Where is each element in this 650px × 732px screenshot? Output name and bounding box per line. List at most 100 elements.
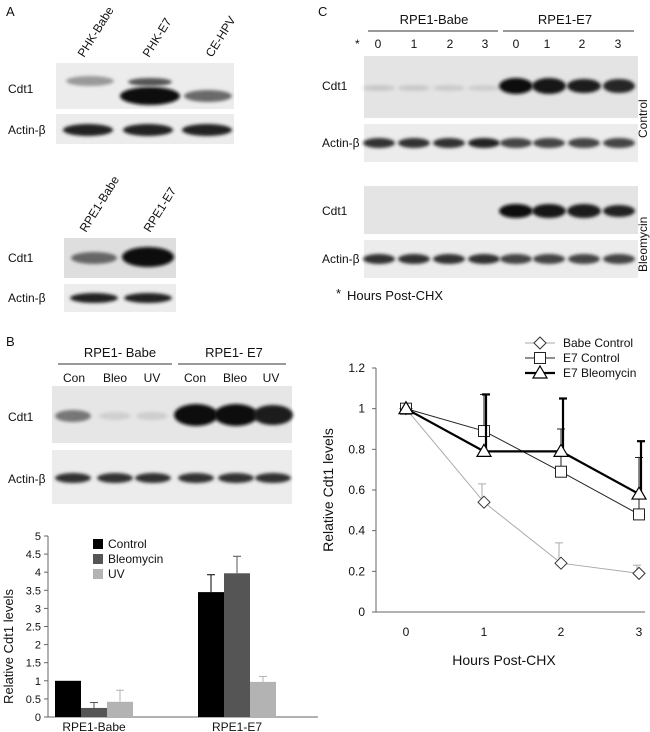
x-tick-label: RPE1-Babe (62, 720, 126, 732)
marker-triangle (531, 364, 549, 379)
row-label-actin-c-bleo: Actin-β (322, 252, 360, 266)
band (533, 254, 565, 264)
hour-label: 3 (615, 37, 622, 51)
line-chart: 0 0.2 0.4 0.6 0.8 1 1.2 0 1 2 3 Hours Post-CHX Relat… (320, 336, 648, 668)
marker-triangle (552, 443, 570, 457)
band (123, 124, 173, 136)
lane-label-phk-babe: PHK-Babe (75, 4, 117, 60)
group-label-rpe1-e7-b: RPE1- E7 (205, 345, 263, 360)
blot-c-bleo-cdt1 (364, 186, 638, 234)
lane-label: Bleo (223, 371, 247, 385)
row-label-cdt1-c-bleo: Cdt1 (322, 204, 348, 218)
legend-swatch (93, 554, 103, 564)
lane-label: UV (144, 371, 161, 385)
y-tick-label: 0.6 (348, 483, 365, 497)
blot-a-bottom-actin (64, 284, 176, 312)
marker-triangle (475, 443, 493, 457)
row-label-cdt1-a-top: Cdt1 (8, 82, 34, 96)
panel-b-letter: B (6, 334, 15, 349)
y-tick-label: 0.2 (348, 564, 365, 578)
legend-label: UV (108, 567, 125, 581)
y-tick-label: 3.5 (26, 585, 41, 597)
marker-triangle (397, 400, 415, 415)
band (532, 204, 566, 218)
lane-label: Con (63, 371, 85, 385)
footnote-text: Hours Post-CHX (347, 288, 443, 303)
band (603, 205, 635, 217)
band (532, 78, 566, 94)
band (184, 90, 232, 102)
row-label-cdt1-c-control: Cdt1 (322, 79, 348, 93)
band (567, 79, 601, 93)
band (99, 412, 131, 420)
band (499, 204, 533, 218)
bar (198, 592, 224, 717)
lane-label-rpe1-e7: RPE1-E7 (141, 184, 180, 234)
hour-label: 0 (513, 37, 520, 51)
y-tick-label: 1 (35, 676, 41, 688)
y-tick-label: 5 (35, 531, 41, 543)
legend-label: Bleomycin (108, 552, 163, 566)
x-tick-label: 3 (636, 625, 643, 639)
band (363, 254, 395, 264)
bar (224, 573, 250, 717)
hour-label: 1 (544, 37, 551, 51)
y-tick-label: 0.5 (26, 694, 41, 706)
panel-a-bottom-lane-labels: RPE1-Babe RPE1-E7 (77, 173, 180, 234)
panel-c-letter: C (318, 4, 327, 19)
band (468, 254, 500, 264)
bar (107, 701, 133, 717)
hour-label: 1 (411, 37, 418, 51)
y-tick-label: 0.4 (348, 524, 365, 538)
x-tick-label: 0 (403, 625, 410, 639)
blot-b-actin (52, 450, 292, 504)
band (135, 473, 171, 483)
band (178, 473, 214, 483)
lane-label: UV (263, 371, 280, 385)
band (500, 138, 532, 148)
footnote-star: * (336, 286, 341, 301)
group-label-rpe1-e7-c: RPE1-E7 (538, 12, 592, 27)
band (398, 138, 430, 148)
panel-a-letter: A (6, 4, 15, 19)
bar (81, 707, 107, 717)
marker-diamond (632, 566, 646, 581)
lane-label: Bleo (103, 371, 127, 385)
y-tick-label: 4.5 (26, 549, 41, 561)
y-axis-label: Relative Cdt1 levels (320, 428, 336, 552)
side-label-control: Control (636, 99, 650, 138)
y-tick-label: 0 (35, 712, 41, 724)
band (500, 254, 532, 264)
bar (55, 680, 81, 717)
band (174, 404, 218, 426)
y-tick-label: 1.5 (26, 658, 41, 670)
band (468, 85, 500, 91)
row-label-actin-a-top: Actin-β (8, 123, 46, 137)
y-tick-label: 2.5 (26, 622, 41, 634)
row-label-actin-a-bottom: Actin-β (8, 291, 46, 305)
row-label-cdt1-b: Cdt1 (8, 410, 34, 424)
band (603, 138, 635, 148)
series-line (405, 408, 640, 515)
y-axis-label: Relative Cdt1 levels (1, 589, 16, 704)
band (55, 410, 91, 422)
blot-a-top-cdt1 (56, 63, 234, 109)
band (128, 78, 172, 86)
band (124, 293, 172, 303)
bar (250, 681, 276, 717)
x-tick-label: 2 (558, 625, 565, 639)
band (255, 473, 291, 483)
lane-label-phk-e7: PHK-E7 (140, 15, 175, 59)
band (499, 78, 533, 94)
band (55, 473, 91, 483)
band (182, 124, 232, 136)
legend-swatch (93, 569, 103, 579)
band (568, 254, 600, 264)
row-label-actin-c-control: Actin-β (322, 136, 360, 150)
band (567, 204, 601, 218)
band (533, 138, 565, 148)
group-label-rpe1-babe-b: RPE1- Babe (84, 345, 156, 360)
y-tick-label: 1.2 (348, 361, 365, 375)
lane-label: Con (184, 371, 206, 385)
band (136, 412, 168, 420)
